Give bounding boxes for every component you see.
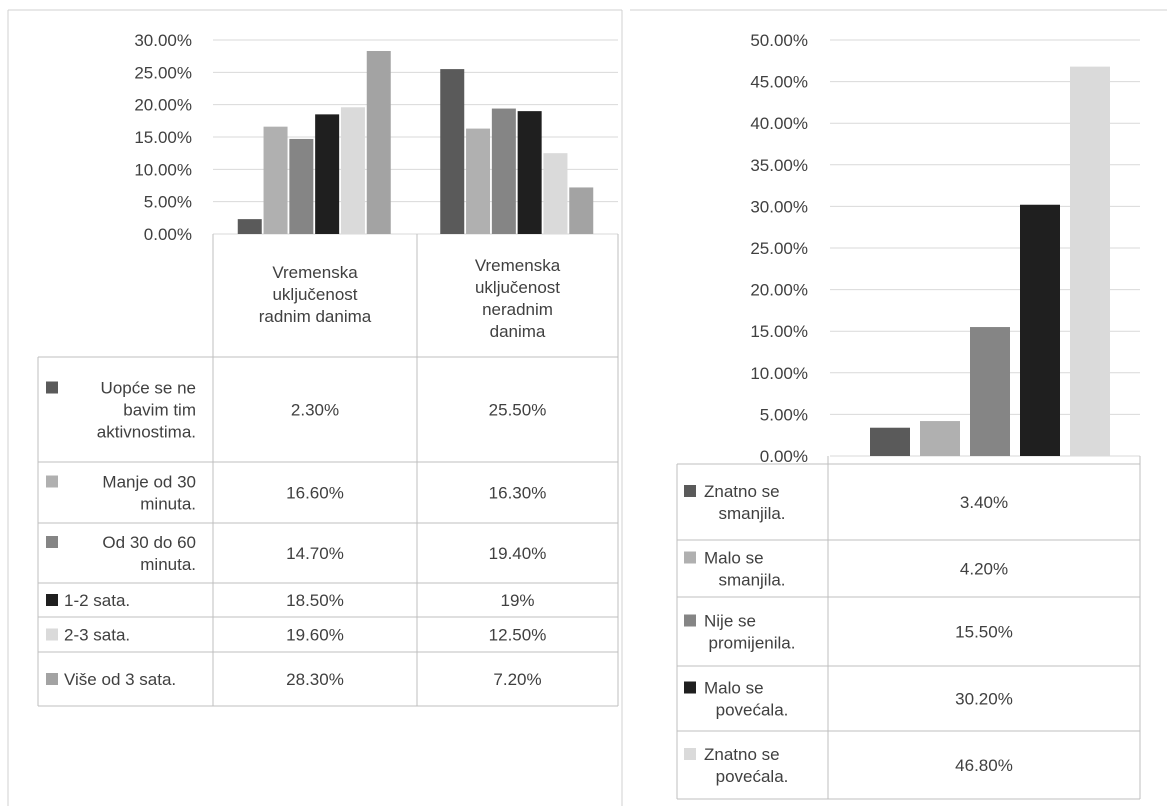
table-cell-value: 25.50% <box>489 401 547 420</box>
y-tick-label: 10.00% <box>134 160 192 179</box>
category-label: danima <box>490 322 546 341</box>
table-cell-value: 14.70% <box>286 544 344 563</box>
legend-swatch <box>684 681 696 694</box>
category-label: uključenost <box>475 278 560 297</box>
legend-label: Uopće se ne <box>101 379 196 398</box>
y-tick-label: 15.00% <box>134 128 192 147</box>
legend-label: promijenila. <box>709 634 796 653</box>
legend-label: 1-2 sata. <box>64 591 130 610</box>
table-cell-value: 3.40% <box>960 493 1008 512</box>
legend-swatch <box>46 381 58 394</box>
table-cell-value: 4.20% <box>960 560 1008 579</box>
y-tick-label: 35.00% <box>750 156 808 175</box>
bar <box>1070 66 1110 457</box>
legend-label: Od 30 do 60 <box>102 533 196 552</box>
bar <box>491 108 516 234</box>
legend-label: aktivnostima. <box>97 423 196 442</box>
y-tick-label: 45.00% <box>750 73 808 92</box>
table-cell-value: 2.30% <box>291 401 339 420</box>
legend-label: Malo se <box>704 679 764 698</box>
y-tick-label: 0.00% <box>760 447 808 466</box>
y-tick-label: 5.00% <box>144 193 192 212</box>
category-label: radnim danima <box>259 307 372 326</box>
table-cell-value: 19.40% <box>489 544 547 563</box>
legend-label: povećala. <box>716 767 789 786</box>
y-tick-label: 25.00% <box>750 239 808 258</box>
bar <box>237 219 262 234</box>
category-label: Vremenska <box>475 256 561 275</box>
y-tick-label: 20.00% <box>134 96 192 115</box>
table-cell-value: 16.30% <box>489 484 547 503</box>
legend-swatch <box>46 536 58 548</box>
legend-label: Znatno se <box>704 745 780 764</box>
legend-label: Znatno se <box>704 482 780 501</box>
y-tick-label: 5.00% <box>760 405 808 424</box>
legend-swatch <box>684 485 696 497</box>
bar <box>543 153 568 234</box>
bar <box>263 126 288 234</box>
bar <box>315 114 340 234</box>
bar <box>340 107 365 234</box>
table-cell-value: 18.50% <box>286 591 344 610</box>
category-label: Vremenska <box>272 263 358 282</box>
legend-label: bavim tim <box>123 401 196 420</box>
bar <box>920 421 960 456</box>
table-cell-value: 19.60% <box>286 626 344 645</box>
y-tick-label: 0.00% <box>144 225 192 244</box>
bar <box>440 69 465 234</box>
table-cell-value: 16.60% <box>286 484 344 503</box>
category-label: neradnim <box>482 300 553 319</box>
legend-swatch <box>46 594 58 606</box>
table-cell-value: 7.20% <box>493 670 541 689</box>
legend-swatch <box>684 614 696 627</box>
legend-label: Nije se <box>704 612 756 631</box>
legend-label: 2-3 sata. <box>64 626 130 645</box>
legend-label: povećala. <box>716 701 789 720</box>
y-tick-label: 50.00% <box>750 31 808 50</box>
table-cell-value: 46.80% <box>955 756 1013 775</box>
category-label: uključenost <box>272 285 357 304</box>
table-cell-value: 28.30% <box>286 670 344 689</box>
table-cell-value: 15.50% <box>955 623 1013 642</box>
legend-label: smanjila. <box>718 571 785 590</box>
bar <box>466 128 491 234</box>
legend-swatch <box>684 551 696 564</box>
bar <box>970 327 1010 456</box>
table-cell-value: 12.50% <box>489 626 547 645</box>
y-tick-label: 20.00% <box>750 281 808 300</box>
legend-label: Malo se <box>704 549 764 568</box>
bar <box>289 138 314 234</box>
y-tick-label: 30.00% <box>750 197 808 216</box>
legend-label: Manje od 30 <box>102 473 196 492</box>
legend-swatch <box>46 673 58 685</box>
y-tick-label: 40.00% <box>750 114 808 133</box>
legend-label: minuta. <box>140 495 196 514</box>
legend-label: smanjila. <box>718 504 785 523</box>
legend-label: minuta. <box>140 555 196 574</box>
bar <box>517 111 542 234</box>
y-tick-label: 10.00% <box>750 364 808 383</box>
legend-swatch <box>46 628 58 641</box>
y-tick-label: 15.00% <box>750 322 808 341</box>
legend-swatch <box>46 475 58 488</box>
y-tick-label: 25.00% <box>134 63 192 82</box>
bar <box>366 50 391 234</box>
y-tick-label: 30.00% <box>134 31 192 50</box>
table-cell-value: 30.20% <box>955 690 1013 709</box>
bar <box>1020 204 1060 456</box>
bar <box>569 187 594 234</box>
table-cell-value: 19% <box>500 591 534 610</box>
legend-swatch <box>684 748 696 760</box>
bar <box>870 427 910 456</box>
legend-label: Više od 3 sata. <box>64 670 176 689</box>
